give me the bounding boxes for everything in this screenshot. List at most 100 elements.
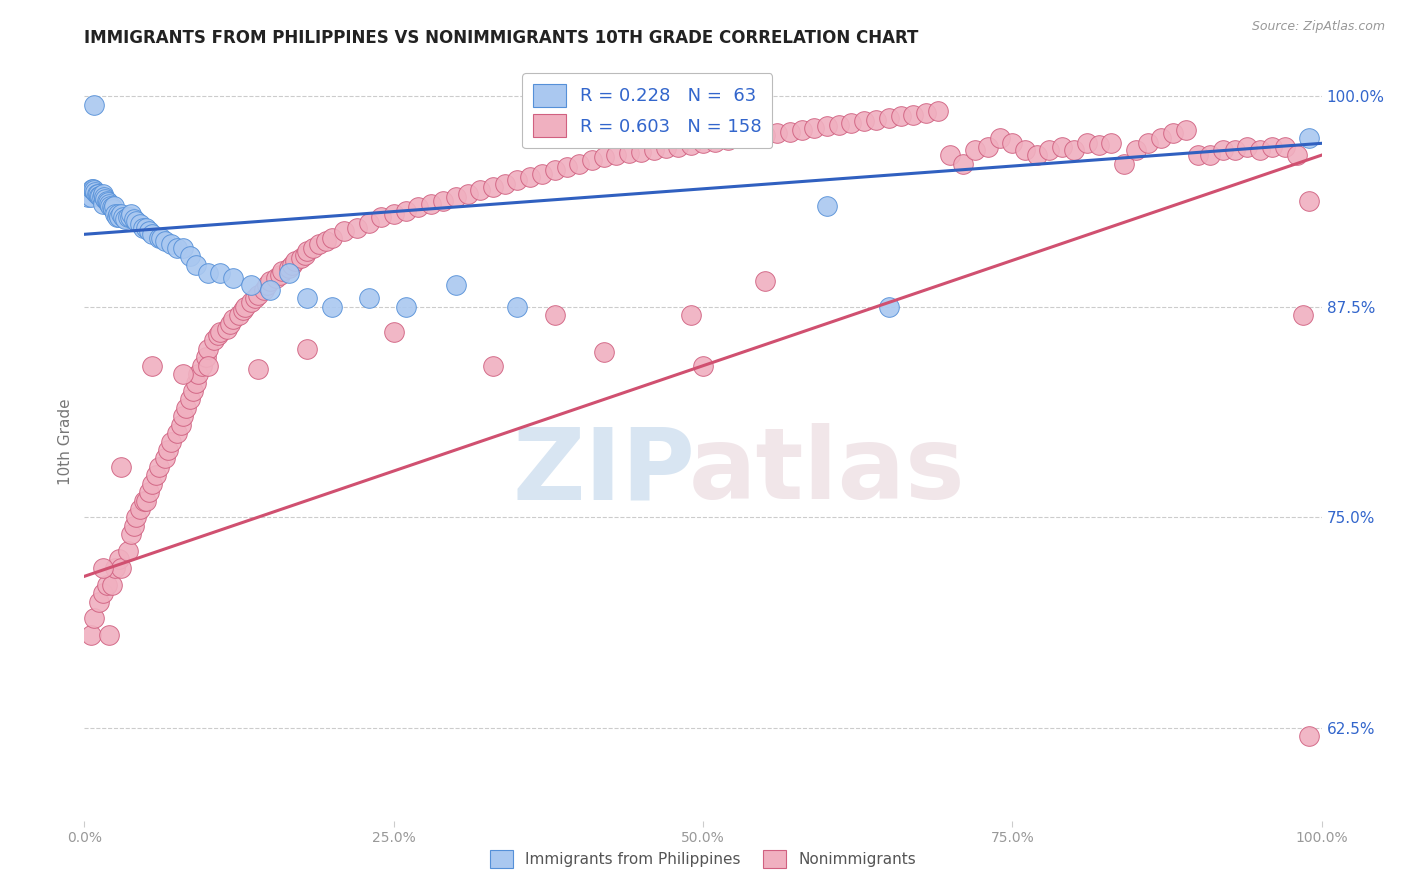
Point	[246, 362, 269, 376]
Point	[382, 207, 405, 221]
Point	[104, 207, 127, 221]
Point	[679, 138, 702, 153]
Point	[103, 199, 125, 213]
Point	[194, 351, 217, 365]
Point	[110, 459, 132, 474]
Point	[1298, 730, 1320, 744]
Point	[94, 192, 117, 206]
Point	[1026, 148, 1049, 162]
Point	[91, 186, 114, 201]
Point	[965, 143, 987, 157]
Point	[117, 211, 139, 225]
Point	[153, 234, 176, 248]
Y-axis label: 10th Grade: 10th Grade	[58, 398, 73, 485]
Point	[83, 184, 105, 198]
Point	[259, 283, 281, 297]
Point	[803, 121, 825, 136]
Point	[1223, 143, 1246, 157]
Point	[581, 153, 603, 168]
Point	[315, 234, 337, 248]
Point	[80, 182, 103, 196]
Point	[269, 268, 291, 282]
Point	[246, 288, 269, 302]
Point	[1285, 148, 1308, 162]
Point	[815, 199, 838, 213]
Point	[841, 116, 863, 130]
Point	[828, 118, 851, 132]
Point	[1298, 194, 1320, 208]
Point	[295, 342, 318, 356]
Point	[114, 212, 136, 227]
Point	[148, 459, 170, 474]
Point	[135, 493, 157, 508]
Point	[253, 283, 276, 297]
Point	[243, 291, 266, 305]
Point	[79, 628, 101, 642]
Point	[543, 163, 565, 178]
Point	[104, 561, 127, 575]
Point	[346, 220, 368, 235]
Point	[988, 131, 1011, 145]
Point	[1050, 139, 1073, 153]
Point	[914, 106, 936, 120]
Point	[232, 303, 254, 318]
Point	[790, 123, 813, 137]
Point	[605, 148, 627, 162]
Point	[91, 586, 114, 600]
Point	[506, 300, 529, 314]
Point	[209, 325, 232, 339]
Point	[1174, 123, 1197, 137]
Point	[93, 190, 115, 204]
Point	[1112, 156, 1135, 170]
Point	[97, 195, 120, 210]
Point	[1099, 136, 1122, 151]
Point	[494, 177, 516, 191]
Point	[333, 224, 356, 238]
Point	[240, 294, 263, 309]
Point	[519, 169, 541, 184]
Point	[122, 212, 145, 227]
Point	[90, 190, 112, 204]
Point	[108, 552, 131, 566]
Point	[357, 291, 380, 305]
Point	[157, 442, 180, 457]
Point	[120, 527, 142, 541]
Point	[593, 345, 616, 359]
Point	[593, 150, 616, 164]
Point	[256, 277, 278, 292]
Point	[294, 247, 316, 261]
Point	[83, 611, 105, 625]
Point	[172, 409, 194, 424]
Point	[408, 200, 430, 214]
Text: ZIP: ZIP	[513, 424, 696, 520]
Point	[215, 321, 238, 335]
Point	[444, 190, 467, 204]
Point	[370, 211, 392, 225]
Point	[100, 578, 122, 592]
Point	[281, 258, 304, 272]
Point	[302, 241, 325, 255]
Point	[191, 359, 214, 373]
Point	[98, 197, 121, 211]
Point	[1076, 136, 1098, 151]
Point	[927, 104, 949, 119]
Point	[395, 203, 418, 218]
Point	[160, 237, 183, 252]
Point	[877, 300, 900, 314]
Point	[197, 266, 219, 280]
Point	[444, 277, 467, 292]
Point	[1249, 143, 1271, 157]
Point	[457, 186, 479, 201]
Point	[264, 271, 287, 285]
Point	[704, 135, 727, 149]
Point	[1150, 131, 1173, 145]
Point	[77, 190, 100, 204]
Point	[630, 145, 652, 159]
Point	[170, 417, 193, 432]
Point	[531, 167, 554, 181]
Point	[96, 194, 118, 208]
Point	[1161, 126, 1184, 140]
Point	[1199, 148, 1222, 162]
Point	[1137, 136, 1160, 151]
Point	[852, 114, 875, 128]
